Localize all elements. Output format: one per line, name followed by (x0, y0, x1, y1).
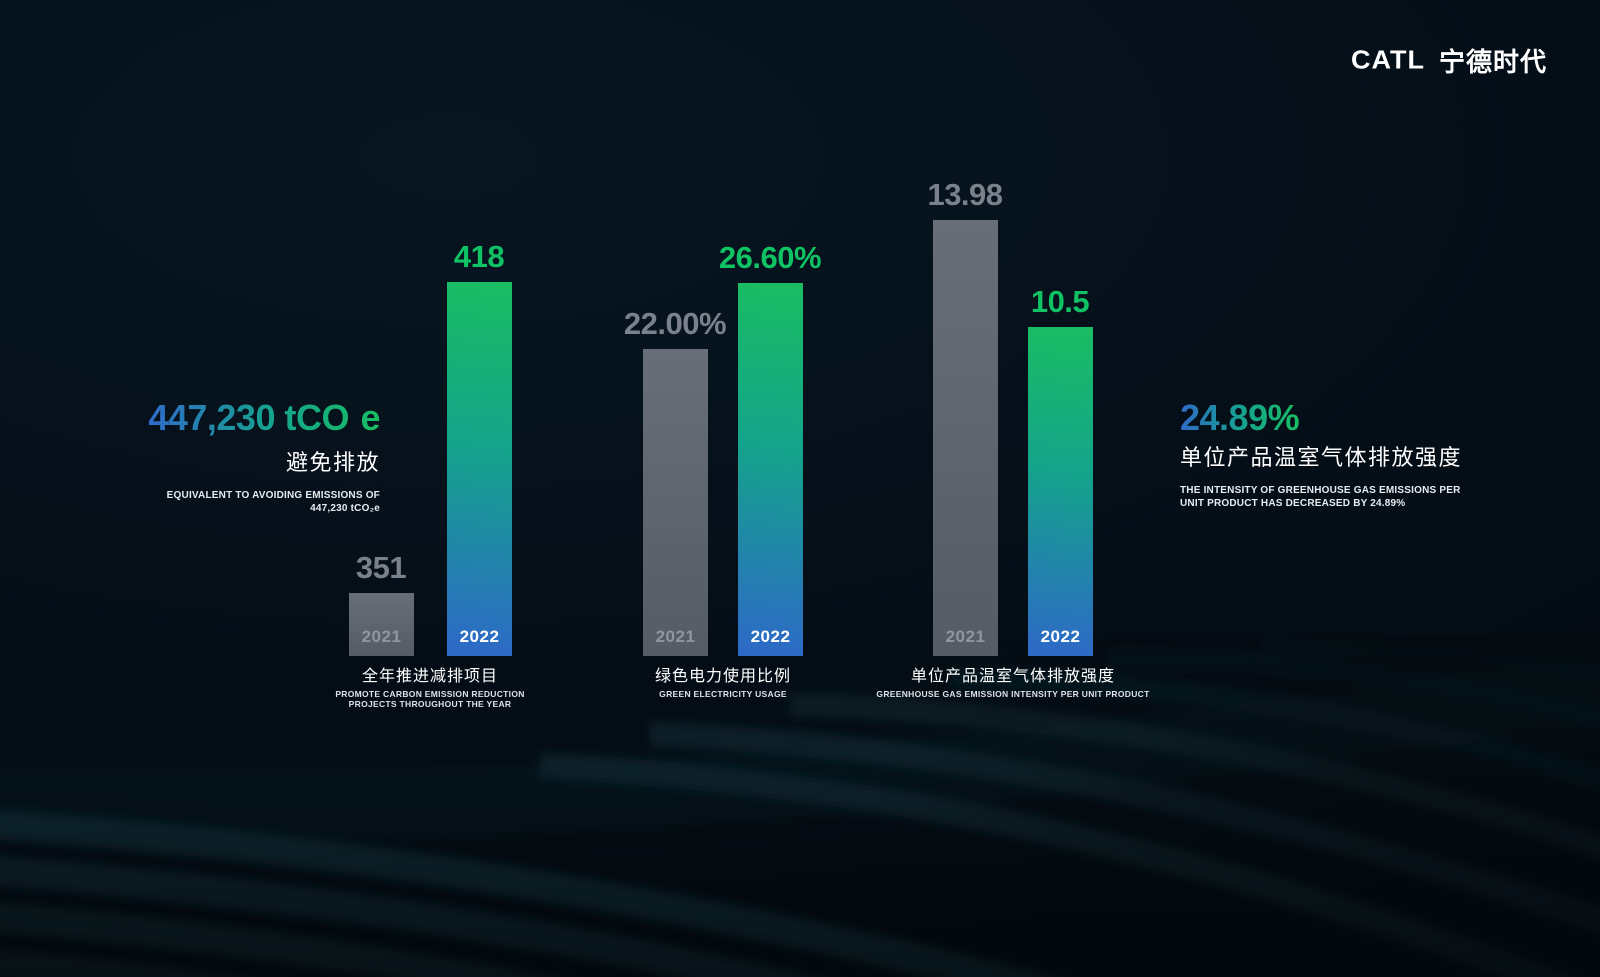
chart2-caption: 绿色电力使用比例 GREEN ELECTRICITY USAGE (513, 668, 933, 700)
chart2-title-en: GREEN ELECTRICITY USAGE (513, 689, 933, 700)
chart3-2022-value-label: 10.5 (1030, 284, 1090, 319)
chart1-caption: 全年推进减排项目 PROMOTE CARBON EMISSION REDUCTI… (220, 668, 640, 709)
chart3-title-en-line1: GREENHOUSE GAS EMISSION INTENSITY PER UN… (876, 689, 1150, 699)
chart2-2022-bar: 2022 (738, 283, 803, 656)
left-highlight-value: 447,230 tCO2e (148, 399, 380, 442)
chart3-2021-value-label: 13.98 (927, 177, 1003, 212)
chart3-2022-bar: 2022 (1028, 327, 1093, 656)
chart2-2022-year-label: 2022 (750, 627, 791, 646)
chart2-title-en-line1: GREEN ELECTRICITY USAGE (659, 689, 787, 699)
right-highlight-subtitle: 单位产品温室气体排放强度 (1180, 445, 1463, 470)
chart1-2022-bar: 2022 (447, 282, 512, 656)
right-highlight-caption-line1: THE INTENSITY OF GREENHOUSE GAS EMISSION… (1180, 485, 1461, 496)
chart2-2021-bar: 2021 (643, 349, 708, 656)
chart1-title-en-line1: PROMOTE CARBON EMISSION REDUCTION (335, 689, 525, 699)
catl-logo-chinese: 宁德时代 (1438, 47, 1547, 77)
right-highlight-block: 24.89% 单位产品温室气体排放强度 THE INTENSITY OF GRE… (1180, 399, 1550, 510)
chart3-2021-year-label: 2021 (945, 627, 986, 646)
right-highlight-caption: THE INTENSITY OF GREENHOUSE GAS EMISSION… (1180, 485, 1550, 510)
left-highlight-value-suffix: e (360, 397, 380, 438)
chart2-2022-value-label: 26.60% (718, 240, 822, 275)
chart3-2021-bar: 2021 (933, 220, 998, 656)
chart2-2021-value-label: 22.00% (623, 306, 727, 341)
left-highlight-caption-line2: 447,230 tCO₂e (310, 502, 380, 514)
left-highlight-value-main: 447,230 tCO (148, 397, 349, 438)
left-highlight-value-subscript: 2 (348, 414, 361, 440)
chart1-2022-year-label: 2022 (459, 627, 500, 646)
right-highlight-value: 24.89% (1180, 397, 1300, 438)
left-highlight-caption: EQUIVALENT TO AVOIDING EMISSIONS OF 447,… (60, 490, 380, 515)
chart1-title-en-line2: PROJECTS THROUGHOUT THE YEAR (348, 698, 512, 709)
left-highlight-subtitle: 避免排放 (285, 450, 380, 475)
chart3-caption: 单位产品温室气体排放强度 GREENHOUSE GAS EMISSION INT… (803, 668, 1223, 700)
chart1-2021-bar: 2021 (349, 593, 414, 656)
chart1-title-en: PROMOTE CARBON EMISSION REDUCTION PROJEC… (220, 689, 640, 709)
wave-pattern-graphic (0, 637, 1600, 977)
chart3-title-en: GREENHOUSE GAS EMISSION INTENSITY PER UN… (803, 689, 1223, 700)
catl-logo-wordmark: CATL (1351, 45, 1425, 75)
chart2-title-cn: 绿色电力使用比例 (654, 668, 791, 685)
left-highlight-caption-line1: EQUIVALENT TO AVOIDING EMISSIONS OF (166, 490, 380, 501)
chart1-2021-year-label: 2021 (361, 627, 402, 646)
right-highlight-caption-line2: UNIT PRODUCT HAS DECREASED BY 24.89% (1180, 497, 1406, 509)
chart1-2021-value-label: 351 (355, 550, 407, 585)
chart1-2022-value-label: 418 (453, 239, 505, 274)
chart2-2021-year-label: 2021 (655, 627, 696, 646)
chart3-2022-year-label: 2022 (1040, 627, 1081, 646)
chart1-title-cn: 全年推进减排项目 (361, 668, 498, 685)
chart3-title-cn: 单位产品温室气体排放强度 (910, 668, 1115, 685)
left-highlight-block: 447,230 tCO2e 避免排放 EQUIVALENT TO AVOIDIN… (60, 399, 380, 515)
catl-logo: CATL 宁德时代 (1351, 42, 1547, 79)
